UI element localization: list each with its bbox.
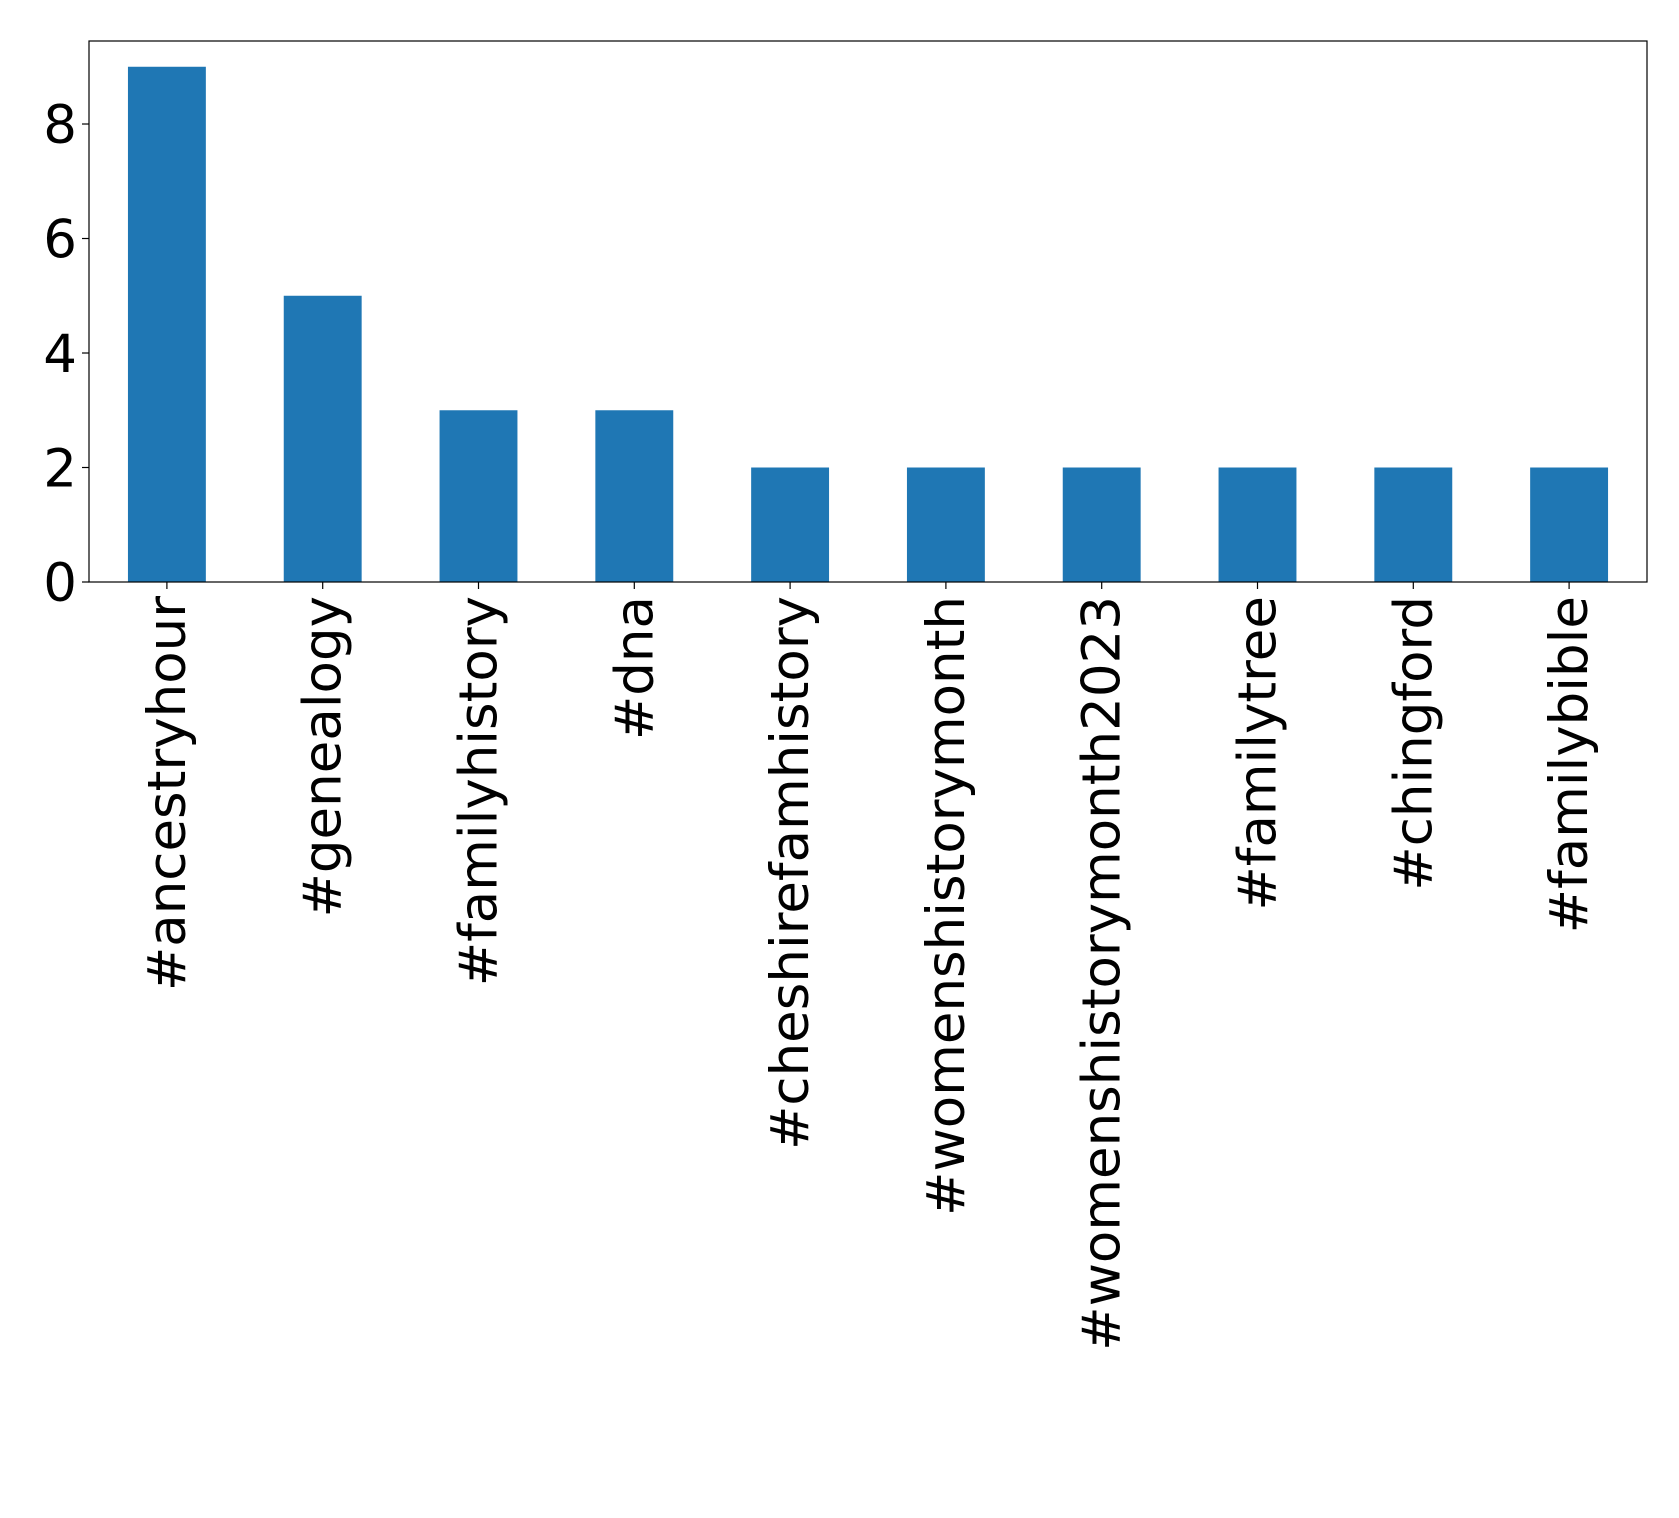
bar	[127, 66, 206, 582]
x-tick-label: #ancestryhour	[137, 596, 198, 991]
bar	[1062, 467, 1141, 582]
x-tick-label: #familybible	[1539, 596, 1600, 933]
x-tick-label: #genealogy	[293, 596, 354, 918]
x-tick-label: #familytree	[1228, 596, 1289, 911]
bar	[751, 467, 830, 582]
bar	[595, 410, 674, 582]
x-tick-label: #womenshistorymonth	[916, 596, 977, 1216]
x-tick-label: #familyhistory	[449, 596, 510, 986]
bar	[1374, 467, 1453, 582]
y-tick-label: 8	[43, 95, 77, 156]
x-tick-label: #womenshistorymonth2023	[1072, 596, 1133, 1351]
y-tick-label: 0	[43, 553, 77, 614]
x-tick-label: #dna	[604, 596, 665, 740]
bar	[283, 295, 362, 582]
plot-frame	[88, 40, 1648, 583]
y-tick-label: 2	[43, 439, 77, 500]
bar	[439, 410, 518, 582]
bar	[906, 467, 985, 582]
y-tick-label: 4	[43, 324, 77, 385]
x-tick-label: #cheshirefamhistory	[760, 596, 821, 1150]
bar	[1218, 467, 1297, 582]
y-tick-label: 6	[43, 210, 77, 271]
x-tick-label: #chingford	[1383, 596, 1444, 891]
bar	[1530, 467, 1609, 582]
